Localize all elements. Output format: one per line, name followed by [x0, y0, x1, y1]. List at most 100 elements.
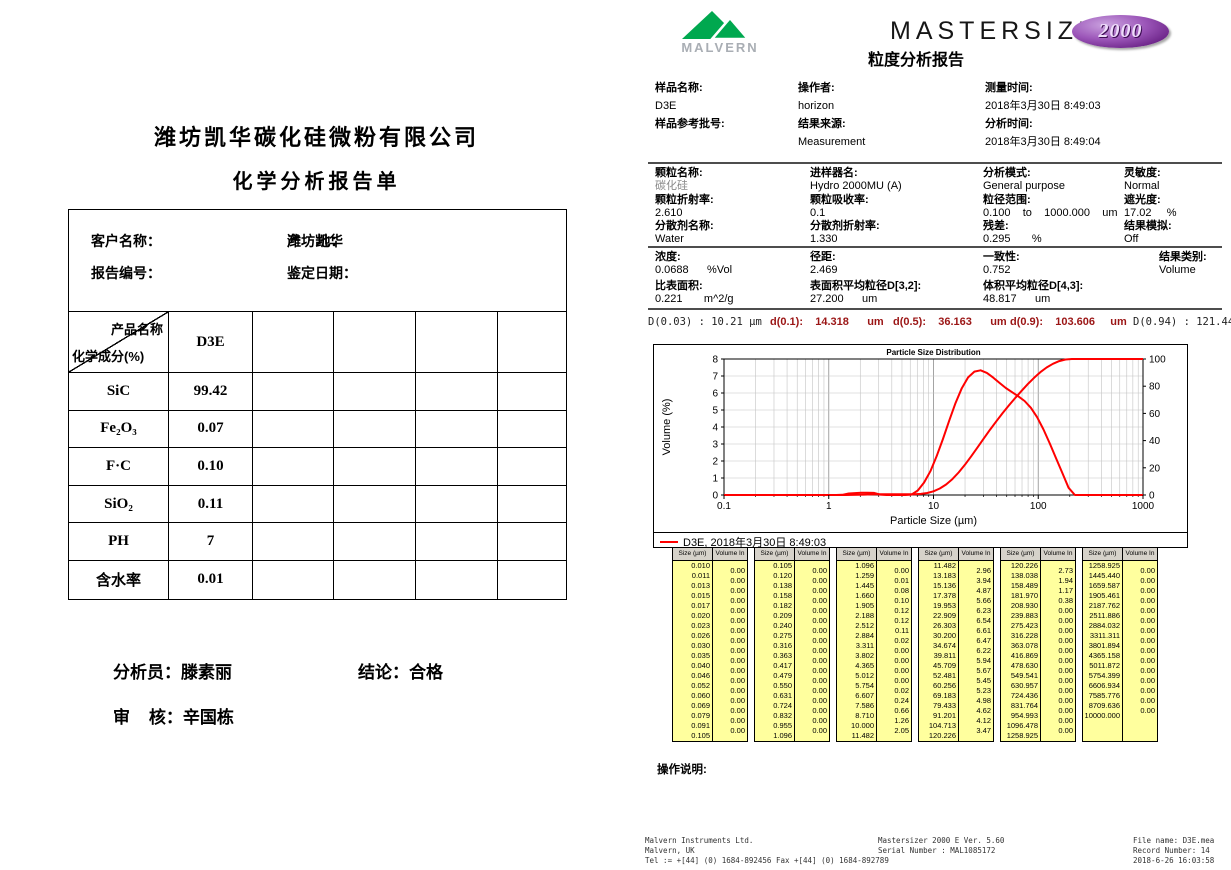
param-cell: 颗粒名称: 碳化硅 — [655, 167, 810, 194]
legend-line-swatch — [660, 541, 678, 543]
volume-cell: 0.00 — [1058, 676, 1073, 685]
param-label: 颗粒名称: — [655, 167, 703, 179]
param-label: 颗粒吸收率: — [810, 193, 869, 206]
size-cell: 0.046 — [691, 671, 710, 680]
param-cell — [1159, 280, 1222, 309]
size-cell: 3.311 — [855, 641, 874, 650]
size-cell: 2511.886 — [1089, 611, 1120, 620]
param-value: 17.02 % — [1124, 206, 1177, 219]
legend-label: D3E, 2018年3月30日 8:49:03 — [683, 537, 827, 549]
volume-cell: 4.12 — [976, 716, 991, 725]
volume-column-header: Volume In % — [879, 550, 909, 557]
volume-cell: 0.00 — [812, 666, 827, 675]
size-cell: 3801.894 — [1088, 641, 1120, 650]
volume-cell: 0.02 — [894, 686, 909, 695]
volume-column-header: Volume In % — [1043, 550, 1073, 557]
param-value: 48.817 um — [983, 293, 1051, 305]
separator-line — [648, 308, 1222, 310]
size-cell: 0.275 — [773, 631, 792, 640]
svg-text:3: 3 — [712, 440, 718, 451]
size-cell: 8709.636 — [1088, 701, 1120, 710]
svg-text:100: 100 — [1149, 355, 1166, 366]
volume-cell: 0.02 — [894, 636, 909, 645]
field-label: 测量时间: — [985, 82, 1033, 94]
volume-cell: 0.00 — [730, 706, 745, 715]
size-column: 1.096 1.259 1.445 1.660 1.905 2.188 2.512 2.884… — [837, 561, 877, 741]
size-cell: 0.035 — [691, 651, 710, 660]
empty-cell — [416, 312, 498, 373]
size-cell: 316.228 — [1010, 631, 1038, 640]
volume-cell: 0.00 — [730, 646, 745, 655]
field-label: 样品参考批号: — [655, 118, 725, 130]
param-value: 0.1 — [810, 206, 826, 219]
param-value: 碳化硅 — [655, 180, 688, 192]
param-cell: 灵敏度: Normal — [1124, 167, 1222, 194]
param-cell: 颗粒折射率: 2.610 — [655, 194, 810, 221]
field-label: 分析时间: — [985, 118, 1033, 130]
component-label: PH — [69, 523, 169, 561]
param-cell: 分散剂折射率: 1.330 — [810, 220, 983, 247]
size-cell: 0.316 — [773, 641, 792, 650]
empty-cell — [253, 312, 334, 373]
volume-cell: 0.00 — [1140, 666, 1155, 675]
volume-cell: 6.54 — [976, 616, 991, 625]
svg-text:1000: 1000 — [1132, 501, 1155, 512]
field-label: 结果来源: — [798, 118, 846, 130]
volume-cell: 4.98 — [976, 696, 991, 705]
volume-cell: 4.87 — [976, 586, 991, 595]
volume-cell: 0.00 — [812, 656, 827, 665]
volume-cell: 6.47 — [976, 636, 991, 645]
size-cell: 15.136 — [933, 581, 956, 590]
param-label: 遮光度: — [1124, 193, 1161, 206]
volume-cell: 0.00 — [894, 646, 909, 655]
size-cell: 10.000 — [851, 721, 874, 730]
size-cell: 1258.925 — [1088, 561, 1120, 570]
size-cell: 239.883 — [1010, 611, 1038, 620]
size-column: 0.010 0.011 0.013 0.015 0.017 0.020 0.023 0.026… — [673, 561, 713, 741]
volume-cell: 0.00 — [1058, 716, 1073, 725]
size-cell: 0.955 — [773, 721, 792, 730]
analyst-line: 分析员：滕素丽 — [113, 658, 232, 683]
volume-cell: 0.08 — [894, 586, 909, 595]
volume-cell: 0.00 — [730, 596, 745, 605]
volume-cell: 6.61 — [976, 626, 991, 635]
volume-cell: 0.00 — [730, 676, 745, 685]
particle-table-header: Size (µm)Volume In % — [1001, 548, 1075, 561]
param-cell: 表面积平均粒径D[3,2]: 27.200 um — [810, 280, 983, 309]
volume-cell: 3.94 — [976, 576, 991, 585]
size-cell: 19.953 — [933, 601, 956, 610]
chemistry-grid: 产品名称 化学成分(%) D3E SiC 99.42 Fe₂O₃ 0.07 F·C 0.10 Si… — [69, 312, 566, 599]
size-cell: 2187.762 — [1088, 601, 1120, 610]
param-cell: 浓度: 0.0688 %Vol — [655, 251, 810, 280]
reviewer-label: 审 核： — [113, 708, 183, 727]
report-no-label: 报告编号： — [91, 265, 161, 281]
volume-cell: 0.00 — [1140, 576, 1155, 585]
size-cell: 0.631 — [773, 691, 792, 700]
empty-cell — [498, 486, 566, 524]
svg-text:0: 0 — [1149, 491, 1155, 502]
param-label: 粒径范围: — [983, 193, 1031, 206]
footer-file: File name: D3E.mea Record Number: 14 2018-… — [1133, 836, 1214, 866]
size-cell: 6606.934 — [1088, 681, 1120, 690]
volume-cell: 0.00 — [812, 616, 827, 625]
company-name: 潍坊凯华碳化硅微粉有限公司 — [153, 125, 479, 150]
size-cell: 3.802 — [855, 651, 874, 660]
component-value: 99.42 — [169, 373, 253, 411]
volume-cell: 1.26 — [894, 716, 909, 725]
svg-text:7: 7 — [712, 372, 718, 383]
volume-cell: 0.00 — [812, 716, 827, 725]
footer-company: Malvern Instruments Ltd. Malvern, UK Tel :… — [645, 836, 889, 866]
field-label: 样品名称: — [655, 82, 703, 94]
param-value: Volume — [1159, 264, 1196, 276]
size-cell: 8.710 — [855, 711, 874, 720]
svg-text:2: 2 — [712, 457, 718, 468]
volume-column: 2.73 1.94 1.17 0.38 0.00 0.00 0.00 0.00 0.00 0.00… — [1041, 561, 1075, 741]
size-cell: 11.482 — [933, 561, 956, 570]
volume-cell: 1.17 — [1058, 586, 1073, 595]
empty-cell — [416, 560, 498, 599]
particle-table-body: 1258.925 1445.440 1659.587 1905.461 2187.762… — [1083, 561, 1157, 741]
mastersizer-2000-badge: 2000 — [1072, 15, 1169, 48]
size-cell: 275.423 — [1010, 621, 1038, 630]
param-cell: 残差: 0.295 % — [983, 220, 1124, 247]
size-cell: 2884.032 — [1088, 621, 1120, 630]
